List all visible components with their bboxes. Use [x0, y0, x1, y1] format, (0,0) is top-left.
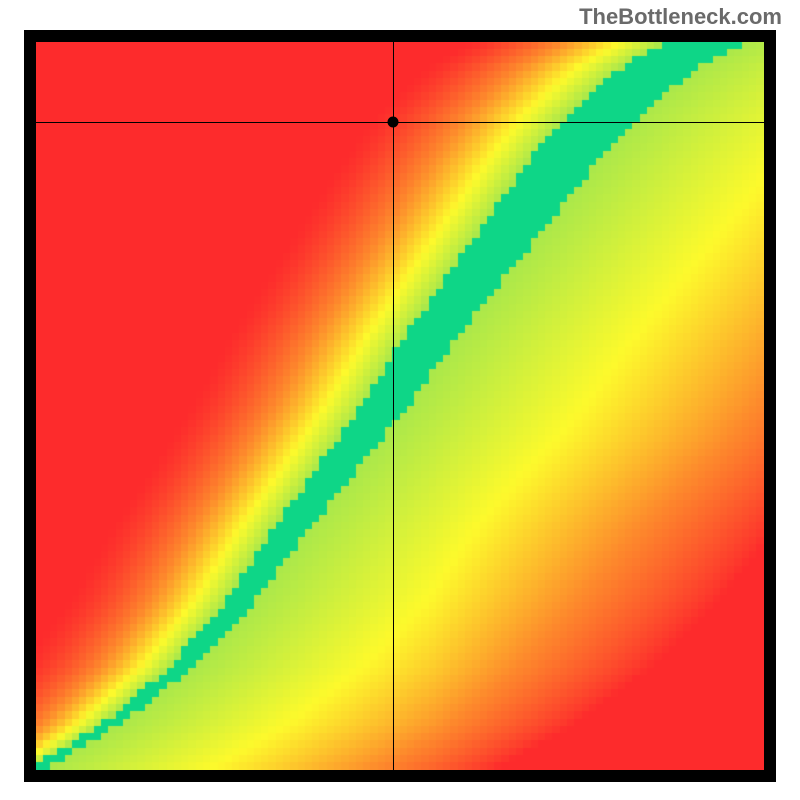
chart-container: TheBottleneck.com [0, 0, 800, 800]
marker-dot [387, 117, 398, 128]
heatmap-canvas [36, 42, 764, 770]
crosshair-horizontal [36, 122, 764, 123]
plot-area [36, 42, 764, 770]
watermark-text: TheBottleneck.com [579, 4, 782, 30]
crosshair-vertical [393, 42, 394, 770]
plot-frame [24, 30, 776, 782]
